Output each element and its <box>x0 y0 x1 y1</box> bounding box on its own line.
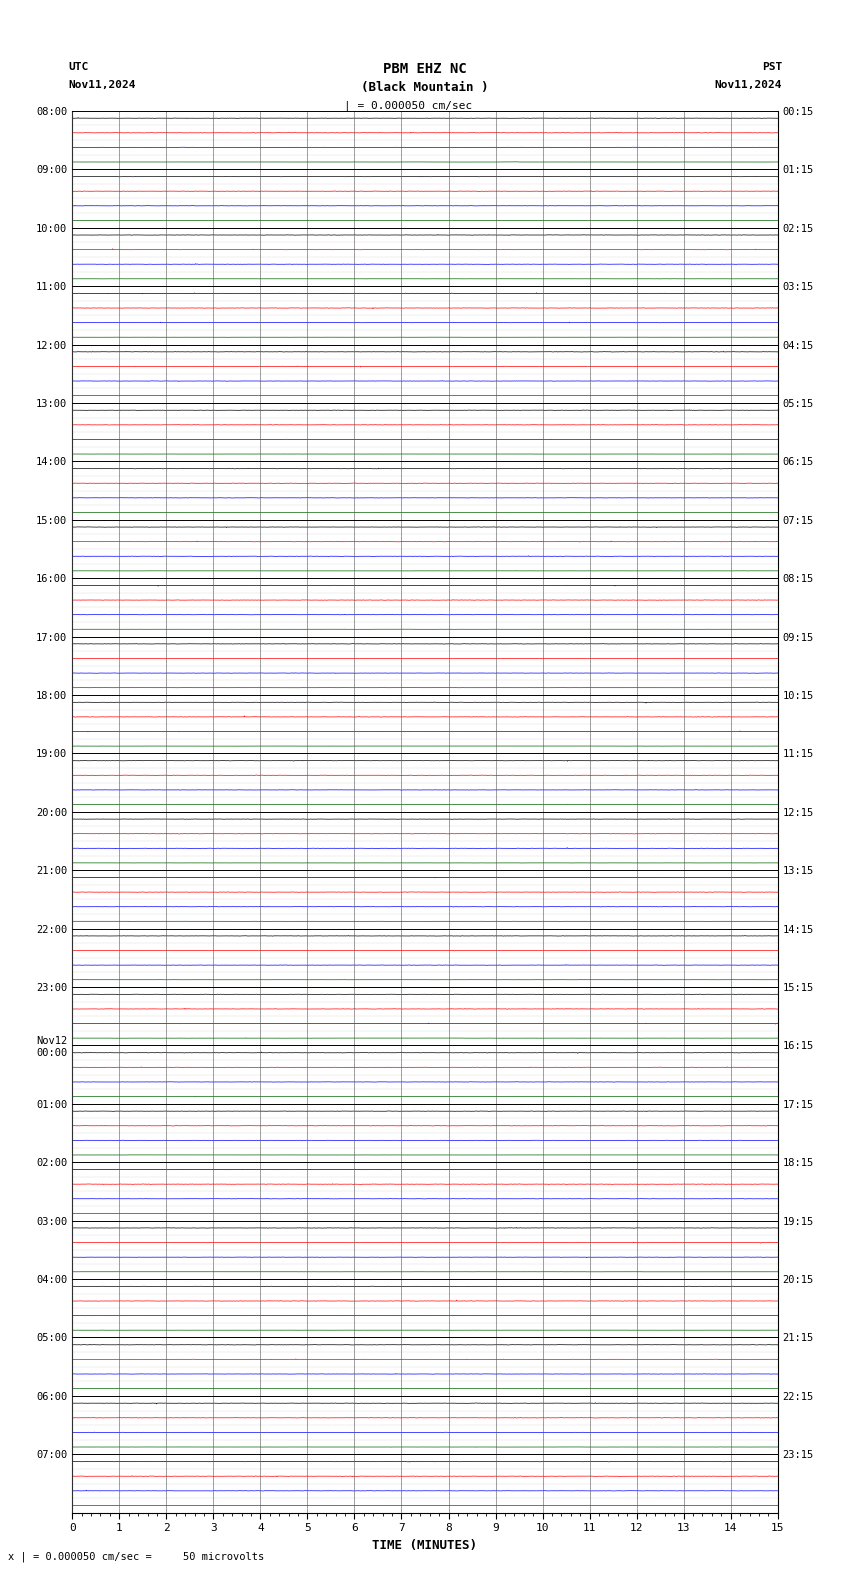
Text: UTC: UTC <box>68 62 88 71</box>
Text: Nov11,2024: Nov11,2024 <box>715 79 782 90</box>
Text: Nov11,2024: Nov11,2024 <box>68 79 135 90</box>
Text: (Black Mountain ): (Black Mountain ) <box>361 81 489 95</box>
X-axis label: TIME (MINUTES): TIME (MINUTES) <box>372 1538 478 1552</box>
Text: x | = 0.000050 cm/sec =     50 microvolts: x | = 0.000050 cm/sec = 50 microvolts <box>8 1552 264 1562</box>
Text: PBM EHZ NC: PBM EHZ NC <box>383 62 467 76</box>
Text: PST: PST <box>762 62 782 71</box>
Text: | = 0.000050 cm/sec: | = 0.000050 cm/sec <box>344 100 472 111</box>
